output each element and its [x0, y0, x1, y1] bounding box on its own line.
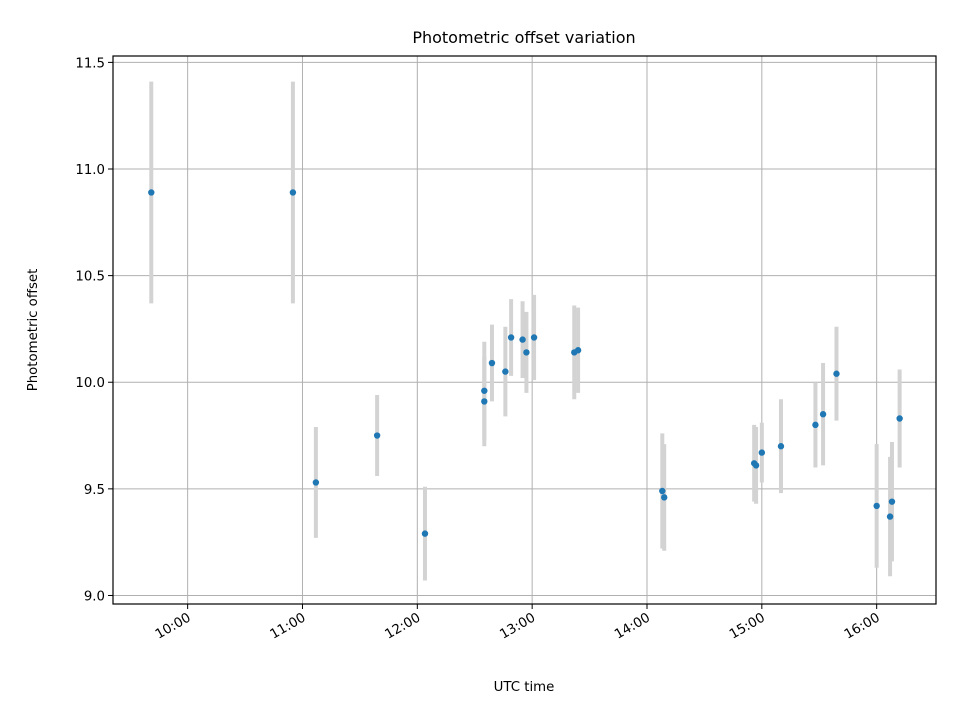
- point-layer: [148, 189, 903, 537]
- data-point: [289, 189, 297, 196]
- data-point: [373, 432, 381, 439]
- data-point: [812, 421, 819, 429]
- data-point: [530, 334, 538, 341]
- grid-layer: [113, 56, 936, 604]
- data-point: [148, 189, 155, 196]
- data-point: [777, 443, 785, 450]
- y-tick-label: 11.0: [75, 163, 105, 178]
- data-point: [481, 387, 488, 394]
- data-point: [752, 462, 760, 469]
- data-point: [873, 502, 880, 510]
- chart-title: Photometric offset variation: [412, 28, 635, 47]
- data-point: [481, 398, 488, 405]
- y-tick-label: 10.0: [75, 376, 105, 391]
- data-point: [659, 487, 666, 495]
- y-axis-label: Photometric offset: [26, 269, 41, 392]
- data-point: [758, 449, 766, 456]
- data-point: [523, 349, 530, 356]
- data-point: [312, 479, 320, 486]
- data-point: [896, 415, 903, 422]
- y-tick-label: 9.0: [84, 589, 105, 604]
- data-point: [519, 336, 526, 343]
- data-point: [886, 513, 894, 520]
- data-point: [488, 359, 496, 367]
- plot-frame: [112, 55, 937, 605]
- data-point: [421, 530, 429, 537]
- data-point: [661, 494, 668, 501]
- data-point: [819, 411, 827, 418]
- data-point: [574, 347, 582, 354]
- x-axis-label: UTC time: [494, 680, 555, 695]
- y-tick-label: 11.5: [75, 56, 105, 71]
- data-point: [833, 370, 840, 377]
- data-point: [507, 334, 515, 341]
- data-point: [502, 368, 509, 375]
- y-tick-label: 9.5: [84, 483, 105, 498]
- data-point: [888, 498, 896, 505]
- y-tick-label: 10.5: [75, 270, 105, 285]
